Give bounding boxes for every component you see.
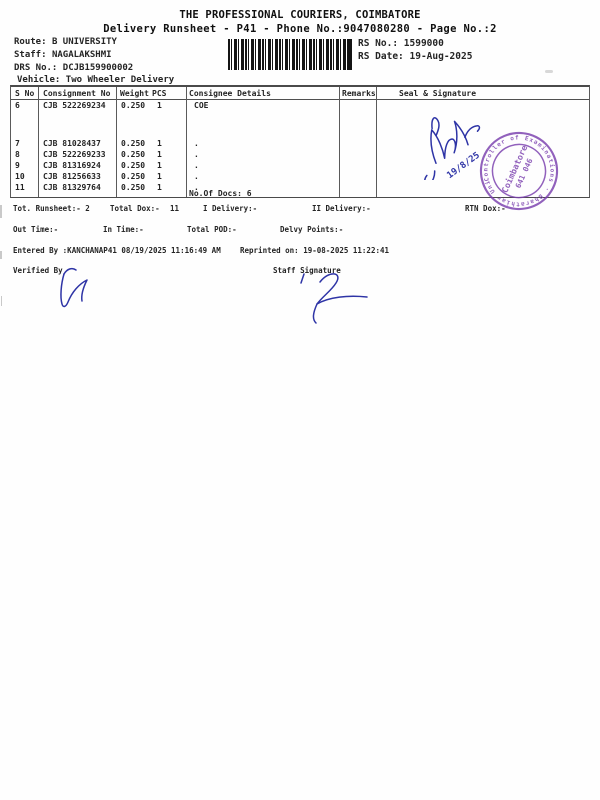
barcode-icon [228, 39, 352, 70]
col-header-remarks: Remarks [342, 89, 376, 98]
entered-by-text: Entered By :KANCHANAP41 08/19/2025 11:16… [13, 246, 221, 255]
staff-signature-label: Staff Signature [273, 266, 341, 275]
table-row: 9 CJB 81316924 0.250 1 . [15, 161, 199, 170]
drs-line: DRS No.: DCJB159900002 [14, 63, 133, 73]
route-value: B UNIVERSITY [51, 37, 117, 47]
scan-artifact [0, 205, 2, 218]
table-row: 10 CJB 81256633 0.250 1 . [15, 172, 199, 181]
vehicle-value: Two Wheeler Delivery [65, 75, 175, 85]
scan-artifact [1, 296, 2, 306]
scan-artifact [545, 70, 553, 73]
university-seal-stamp: Controller of Examinations · Bharathiar … [477, 129, 561, 213]
in-time-label: In Time:- [103, 225, 144, 234]
table-row: 11 CJB 81329764 0.250 1 . [15, 183, 199, 192]
rs-date-label: RS Date: [358, 51, 404, 62]
out-time-label: Out Time:- [13, 225, 59, 234]
drs-value: DCJB159900002 [62, 63, 134, 73]
total-dox-value: 11 [170, 204, 180, 213]
staff-label: Staff: [14, 50, 47, 60]
vehicle-label: Vehicle: [17, 75, 61, 85]
page-subtitle: Delivery Runsheet - P41 - Phone No.:9047… [103, 23, 497, 35]
route-line: Route: B UNIVERSITY [14, 37, 117, 47]
courier-signature-ink: 19/8/25 [424, 117, 482, 180]
i-delivery-label: I Delivery:- [203, 204, 258, 213]
route-label: Route: [14, 37, 47, 47]
table-row: 8 CJB 522269233 0.250 1 . [15, 150, 199, 159]
rs-no-line: RS No.: 1599000 [358, 38, 444, 49]
page-title: THE PROFESSIONAL COURIERS, COIMBATORE [179, 9, 421, 21]
staff-value: NAGALAKSHMI [51, 50, 112, 60]
rtn-dox-label: RTN Dox:- [465, 204, 506, 213]
rs-no-label: RS No.: [358, 38, 399, 49]
col-header-consignee: Consignee Details [189, 89, 271, 98]
staff-signature-ink [300, 273, 368, 324]
col-header-consignment: Consignment No [43, 89, 111, 98]
table-header-divider [11, 99, 589, 101]
verified-by-signature-ink [60, 267, 88, 308]
scan-artifact [0, 251, 2, 259]
col-header-seal: Seal & Signature [399, 89, 477, 98]
drs-label: DRS No.: [14, 63, 58, 73]
col-header-pcs: PCS [152, 89, 167, 98]
rs-date-line: RS Date: 19-Aug-2025 [358, 51, 472, 62]
col-header-sno: S No [15, 89, 35, 98]
staff-line: Staff: NAGALAKSHMI [14, 50, 112, 60]
docs-count-note: No.Of Docs: 6 [189, 189, 252, 198]
table-row: 6 CJB 522269234 0.250 1 COE [15, 101, 209, 110]
verified-by-label: Verified By [13, 266, 63, 275]
reprinted-text: Reprinted on: 19-08-2025 11:22:41 [240, 246, 390, 255]
consignment-table: S No Consignment No Weight PCS Consignee… [10, 85, 590, 198]
table-row: 7 CJB 81028437 0.250 1 . [15, 139, 199, 148]
total-dox-label: Total Dox:- [110, 204, 160, 213]
rs-date-value: 19-Aug-2025 [409, 51, 473, 62]
total-pod-label: Total POD:- [187, 225, 237, 234]
vehicle-line: Vehicle: Two Wheeler Delivery [17, 75, 174, 85]
ii-delivery-label: II Delivery:- [312, 204, 371, 213]
tot-runsheet-value: 2 [85, 204, 90, 213]
delvy-points-label: Delvy Points:- [280, 225, 344, 234]
tot-runsheet: Tot. Runsheet:- 2 [13, 204, 90, 213]
rs-no-value: 1599000 [403, 38, 444, 49]
col-header-weight: Weight [120, 89, 149, 98]
